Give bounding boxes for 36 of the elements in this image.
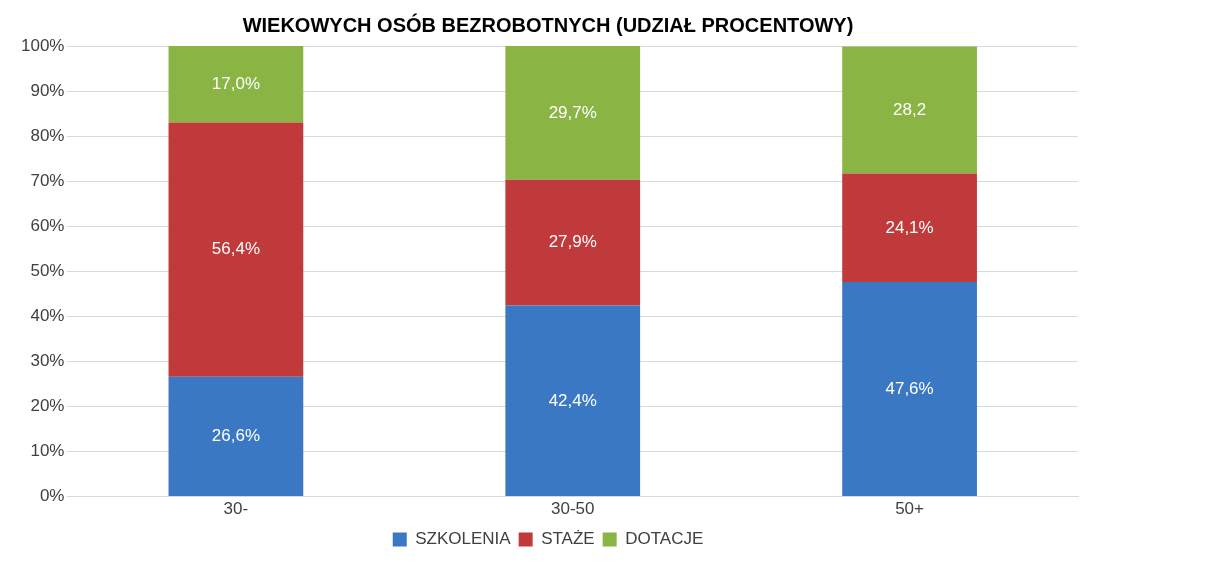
- y-tick-label: 100%: [21, 35, 65, 55]
- bar: [842, 282, 977, 497]
- bar: [842, 46, 977, 174]
- data-label: 28,2: [893, 99, 927, 119]
- x-tick-label: 50+: [895, 499, 925, 519]
- bar: [505, 46, 641, 180]
- data-label: 24,1%: [885, 217, 934, 237]
- bar: [168, 46, 304, 123]
- y-tick-label: 90%: [30, 80, 65, 100]
- y-tick-label: 20%: [30, 396, 65, 416]
- y-tick-label: 40%: [30, 306, 65, 326]
- y-tick-label: 30%: [30, 351, 65, 371]
- data-label: 42,4%: [548, 390, 597, 410]
- data-label: 29,7%: [548, 102, 597, 122]
- legend-label: DOTACJE: [625, 529, 704, 549]
- data-label: 17,0%: [211, 73, 260, 93]
- data-label: 27,9%: [548, 232, 597, 252]
- y-tick-label: 70%: [30, 170, 65, 190]
- bar: [168, 122, 304, 377]
- y-tick-label: 10%: [30, 441, 65, 461]
- data-label: 47,6%: [885, 378, 934, 398]
- x-tick-label: 30-50: [551, 499, 595, 519]
- bar: [842, 173, 977, 283]
- bar: [505, 305, 641, 497]
- legend-label: SZKOLENIA: [415, 529, 512, 549]
- legend-label: STAŻE: [541, 529, 595, 549]
- y-tick-label: 50%: [30, 260, 65, 280]
- data-label: 56,4%: [211, 239, 260, 259]
- bar: [168, 376, 304, 497]
- chart-title: WIEKOWYCH OSÓB BEZROBOTNYCH (UDZIAŁ PROCENTOWY): [242, 12, 854, 36]
- y-tick-label: 0%: [39, 486, 65, 506]
- x-tick-label: 30-: [223, 499, 249, 519]
- y-tick-label: 80%: [30, 125, 65, 145]
- y-tick-label: 60%: [30, 215, 65, 235]
- data-label: 26,6%: [211, 426, 260, 446]
- bar: [505, 179, 641, 306]
